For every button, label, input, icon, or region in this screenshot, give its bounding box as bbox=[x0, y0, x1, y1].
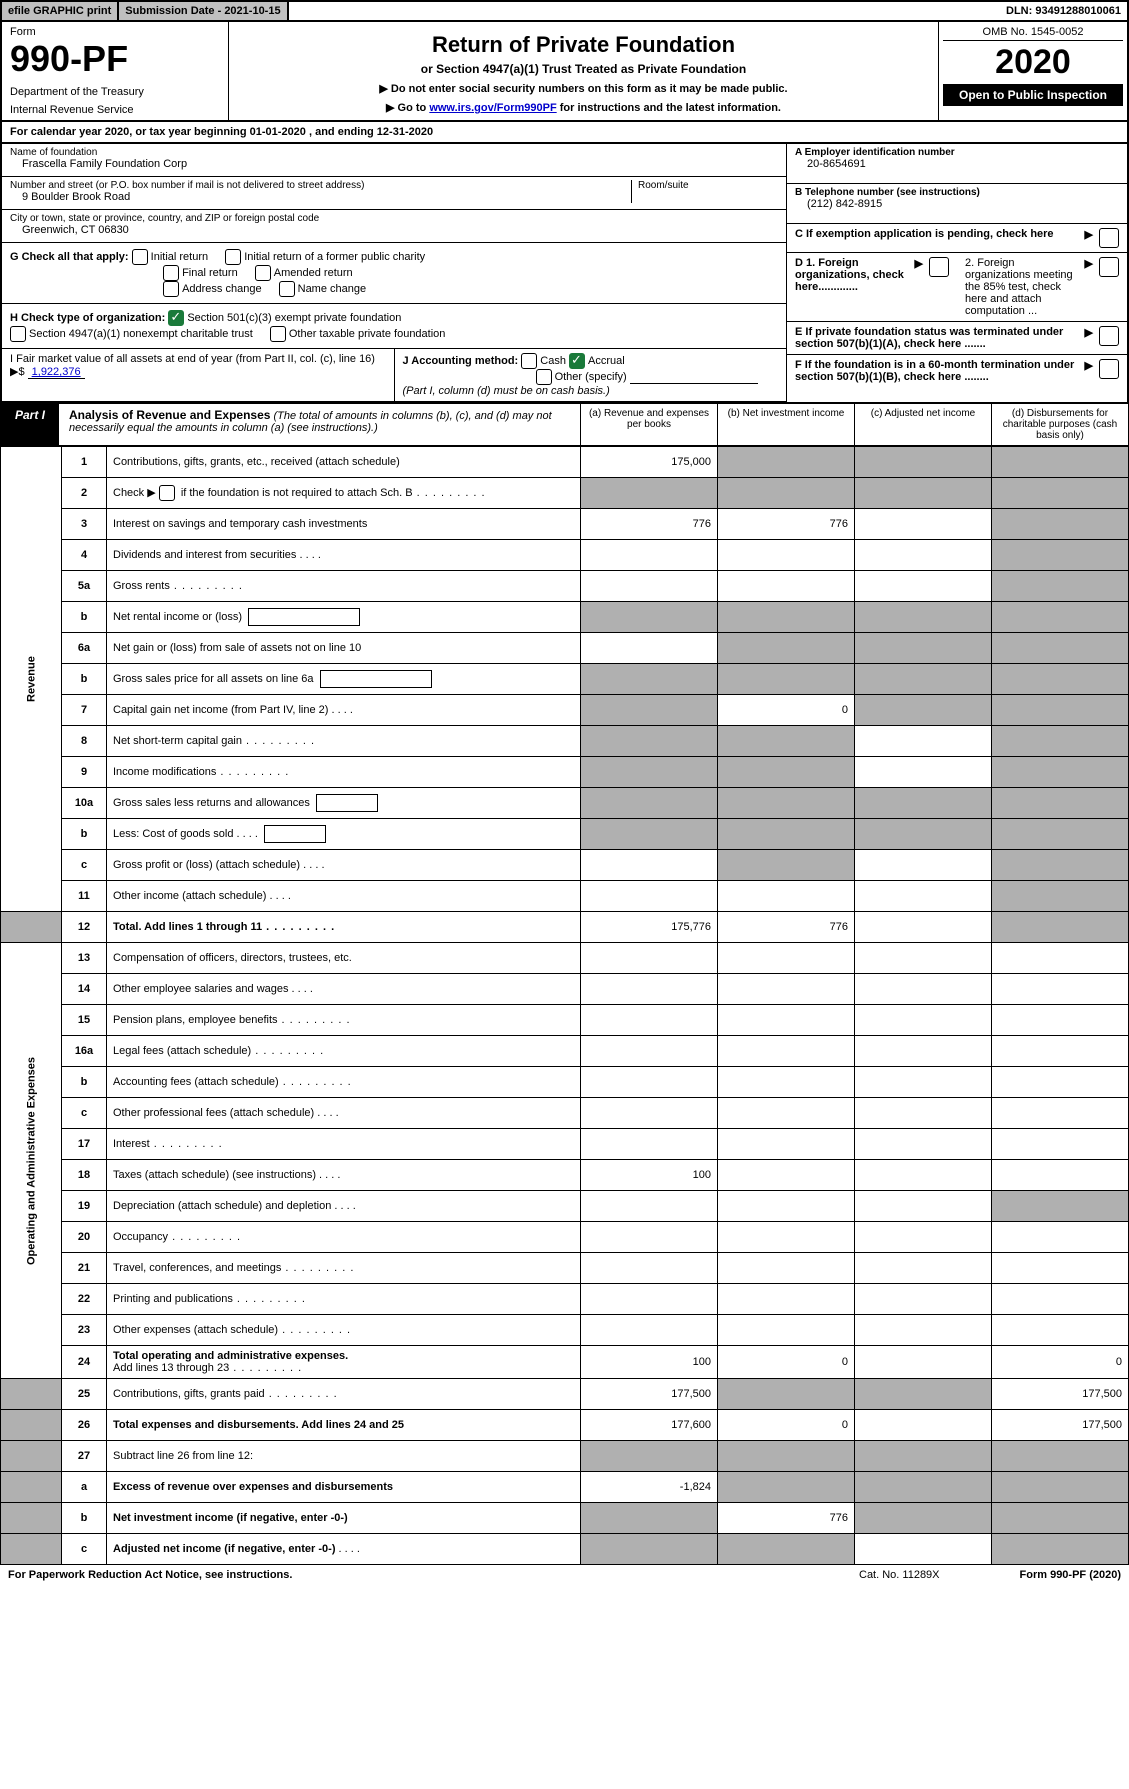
form-ref: Form 990-PF (2020) bbox=[1020, 1569, 1121, 1581]
chk-501c3[interactable] bbox=[168, 310, 184, 326]
entity-info: Name of foundation Frascella Family Foun… bbox=[0, 144, 1129, 404]
chk-accrual[interactable] bbox=[569, 353, 585, 369]
cat-no: Cat. No. 11289X bbox=[859, 1569, 940, 1581]
chk-address[interactable] bbox=[163, 281, 179, 297]
part1-table: Revenue 1Contributions, gifts, grants, e… bbox=[0, 446, 1129, 1565]
irs-link[interactable]: www.irs.gov/Form990PF bbox=[429, 102, 556, 114]
form-label: Form bbox=[10, 26, 220, 38]
paperwork-notice: For Paperwork Reduction Act Notice, see … bbox=[8, 1569, 292, 1581]
dln: DLN: 93491288010061 bbox=[1000, 2, 1127, 20]
g-row: G Check all that apply: Initial return I… bbox=[2, 243, 786, 304]
chk-final[interactable] bbox=[163, 265, 179, 281]
addr-label: Number and street (or P.O. box number if… bbox=[10, 180, 631, 191]
d1-text: D 1. Foreign organizations, check here..… bbox=[795, 257, 915, 317]
chk-schb[interactable] bbox=[159, 485, 175, 501]
part1-header: Part I Analysis of Revenue and Expenses … bbox=[0, 404, 1129, 446]
dept: Department of the Treasury bbox=[10, 86, 220, 98]
d1-box[interactable] bbox=[929, 257, 949, 277]
form-sub: or Section 4947(a)(1) Trust Treated as P… bbox=[239, 62, 928, 76]
irs: Internal Revenue Service bbox=[10, 104, 220, 116]
ein-val: 20-8654691 bbox=[795, 158, 1119, 170]
chk-initial-former[interactable] bbox=[225, 249, 241, 265]
r1-a: 175,000 bbox=[581, 447, 718, 478]
d2-text: 2. Foreign organizations meeting the 85%… bbox=[949, 257, 1085, 317]
h-row: H Check type of organization: Section 50… bbox=[2, 304, 786, 349]
col-a: (a) Revenue and expenses per books bbox=[580, 404, 717, 445]
form-number: 990-PF bbox=[10, 38, 220, 80]
city-val: Greenwich, CT 06830 bbox=[10, 224, 778, 236]
foundation-name: Frascella Family Foundation Corp bbox=[10, 158, 778, 170]
chk-4947[interactable] bbox=[10, 326, 26, 342]
chk-name[interactable] bbox=[279, 281, 295, 297]
c-text: C If exemption application is pending, c… bbox=[795, 228, 1085, 248]
form-header: Form 990-PF Department of the Treasury I… bbox=[0, 22, 1129, 122]
side-revenue: Revenue bbox=[1, 447, 62, 912]
e-text: E If private foundation status was termi… bbox=[795, 326, 1085, 350]
room-label: Room/suite bbox=[638, 180, 778, 191]
col-b: (b) Net investment income bbox=[717, 404, 854, 445]
part1-tab: Part I bbox=[1, 404, 59, 445]
f-text: F If the foundation is in a 60-month ter… bbox=[795, 359, 1085, 383]
chk-initial[interactable] bbox=[132, 249, 148, 265]
top-bar: efile GRAPHIC print Submission Date - 20… bbox=[0, 0, 1129, 22]
side-expenses: Operating and Administrative Expenses bbox=[1, 943, 62, 1379]
f-box[interactable] bbox=[1099, 359, 1119, 379]
chk-amended[interactable] bbox=[255, 265, 271, 281]
note-goto: ▶ Go to www.irs.gov/Form990PF for instru… bbox=[239, 101, 928, 114]
submission-date: Submission Date - 2021-10-15 bbox=[119, 2, 288, 20]
open-public: Open to Public Inspection bbox=[943, 84, 1123, 106]
chk-other-tax[interactable] bbox=[270, 326, 286, 342]
chk-cash[interactable] bbox=[521, 353, 537, 369]
ein-label: A Employer identification number bbox=[795, 147, 1119, 158]
city-label: City or town, state or province, country… bbox=[10, 213, 778, 224]
tel-val: (212) 842-8915 bbox=[795, 198, 1119, 210]
calendar-year: For calendar year 2020, or tax year begi… bbox=[0, 122, 1129, 144]
col-d: (d) Disbursements for charitable purpose… bbox=[991, 404, 1128, 445]
c-box[interactable] bbox=[1099, 228, 1119, 248]
j-note: (Part I, column (d) must be on cash basi… bbox=[403, 385, 610, 397]
col-c: (c) Adjusted net income bbox=[854, 404, 991, 445]
footer: For Paperwork Reduction Act Notice, see … bbox=[0, 1565, 1129, 1585]
tax-year: 2020 bbox=[943, 41, 1123, 84]
tel-label: B Telephone number (see instructions) bbox=[795, 187, 1119, 198]
e-box[interactable] bbox=[1099, 326, 1119, 346]
name-label: Name of foundation bbox=[10, 147, 778, 158]
chk-other-method[interactable] bbox=[536, 369, 552, 385]
form-title: Return of Private Foundation bbox=[239, 32, 928, 58]
note-ssn: ▶ Do not enter social security numbers o… bbox=[239, 82, 928, 95]
efile-btn[interactable]: efile GRAPHIC print bbox=[2, 2, 119, 20]
addr-val: 9 Boulder Brook Road bbox=[10, 191, 631, 203]
d2-box[interactable] bbox=[1099, 257, 1119, 277]
i-value[interactable]: 1,922,376 bbox=[28, 366, 85, 379]
omb: OMB No. 1545-0052 bbox=[943, 24, 1123, 41]
